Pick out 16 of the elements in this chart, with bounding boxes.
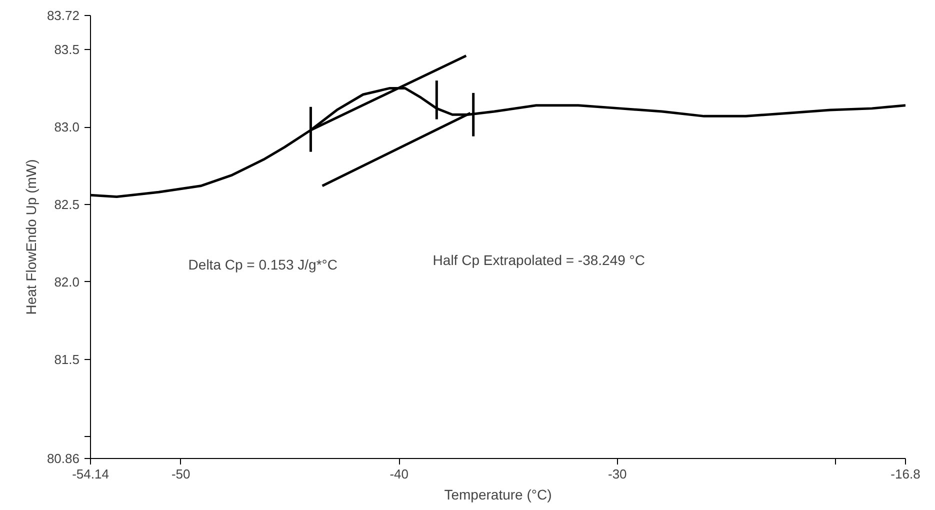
annotation: Half Cp Extrapolated = -38.249 °C: [432, 252, 646, 268]
y-axis-title: Heat FlowEndo Up (mW): [22, 159, 39, 315]
x-tick-label: -30: [608, 466, 627, 482]
y-tick-label: 81.5: [54, 352, 80, 367]
y-tick-label: 82.0: [54, 274, 80, 290]
y-tick-label: 83.72: [46, 8, 80, 23]
x-tick-label: -16.8: [890, 466, 920, 482]
x-tick-label: -54.14: [72, 466, 109, 482]
annotation: Delta Cp = 0.153 J/g*°C: [188, 256, 338, 272]
y-tick-label: 83.0: [54, 120, 80, 135]
y-tick-label: 80.86: [46, 451, 80, 466]
y-tick-label: 83.5: [54, 42, 80, 58]
x-tick-label: -40: [390, 466, 409, 482]
y-tick-label: 82.5: [54, 196, 80, 212]
x-tick-label: -50: [171, 466, 190, 482]
x-axis-title: Temperature (°C): [444, 486, 552, 502]
